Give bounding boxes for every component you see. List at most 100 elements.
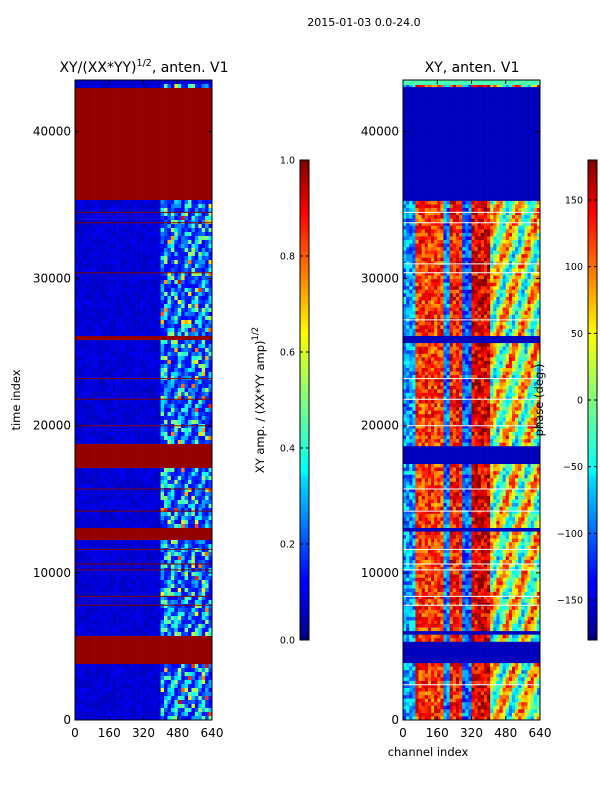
left-heatmap-cell: [102, 496, 107, 501]
left-heatmap-cell: [116, 192, 120, 197]
left-heatmap-cell: [98, 316, 103, 321]
left-heatmap-cell: [116, 500, 120, 505]
left-heatmap-cell: [102, 236, 107, 241]
left-heatmap-cell: [98, 340, 103, 345]
left-heatmap-cell: [133, 532, 137, 537]
left-heatmap-cell: [129, 320, 134, 325]
left-heatmap-cell: [160, 432, 165, 437]
left-heatmap-cell: [112, 268, 117, 273]
left-heatmap-cell: [194, 160, 199, 165]
left-heatmap-cell: [122, 280, 127, 285]
left-heatmap-cell: [167, 168, 172, 173]
left-heatmap-cell: [143, 248, 148, 253]
left-heatmap-cell: [112, 544, 117, 549]
left-heatmap-cell: [170, 232, 175, 237]
left-heatmap-cell: [191, 516, 196, 521]
left-heatmap-cell: [136, 492, 141, 497]
left-heatmap-cell: [116, 536, 120, 541]
left-heatmap-cell: [153, 192, 158, 197]
left-heatmap-cell: [191, 476, 196, 481]
left-heatmap-cell: [81, 160, 86, 165]
left-heatmap-cell: [119, 100, 124, 105]
left-heatmap-cell: [88, 144, 93, 149]
left-heatmap-cell: [122, 548, 127, 553]
left-heatmap-cell: [191, 136, 196, 141]
left-heatmap-cell: [153, 540, 158, 545]
left-heatmap-cell: [181, 160, 185, 165]
left-heatmap-cell: [188, 232, 192, 237]
left-heatmap-cell: [188, 436, 192, 441]
left-heatmap-cell: [129, 192, 134, 197]
left-heatmap-cell: [157, 256, 161, 261]
left-heatmap-cell: [201, 552, 206, 557]
left-heatmap-cell: [198, 216, 203, 221]
left-heatmap-cell: [177, 224, 182, 229]
left-heatmap-cell: [167, 444, 172, 449]
left-heatmap-cell: [81, 372, 86, 377]
left-heatmap-cell: [191, 572, 196, 577]
left-heatmap-cell: [140, 212, 144, 217]
left-heatmap-cell: [129, 404, 134, 409]
left-heatmap-cell: [167, 300, 172, 305]
left-heatmap-cell: [201, 364, 206, 369]
left-heatmap-cell: [126, 372, 131, 377]
left-heatmap-cell: [170, 132, 175, 137]
left-heatmap-cell: [85, 136, 89, 141]
left-heatmap-cell: [102, 336, 107, 341]
left-heatmap-cell: [181, 552, 185, 557]
left-heatmap-cell: [140, 340, 144, 345]
left-heatmap-cell: [136, 324, 141, 329]
left-heatmap-cell: [92, 156, 96, 161]
left-heatmap-cell: [92, 132, 96, 137]
left-heatmap-cell: [146, 544, 151, 549]
left-heatmap-cell: [116, 340, 120, 345]
left-heatmap-cell: [116, 156, 120, 161]
left-heatmap-cell: [85, 428, 89, 433]
left-heatmap-cell: [112, 404, 117, 409]
left-heatmap-cell: [191, 88, 196, 93]
left-heatmap-cell: [164, 496, 168, 501]
left-heatmap-cell: [129, 472, 134, 477]
left-heatmap-cell: [153, 344, 158, 349]
left-heatmap-cell: [167, 520, 172, 525]
left-heatmap-cell: [201, 492, 206, 497]
left-heatmap-cell: [105, 308, 110, 313]
left-heatmap-cell: [150, 184, 155, 189]
left-heatmap-cell: [112, 296, 117, 301]
left-heatmap-cell: [75, 208, 79, 213]
left-heatmap-cell: [112, 132, 117, 137]
left-heatmap-cell: [198, 420, 203, 425]
left-heatmap-cell: [102, 148, 107, 153]
left-heatmap-cell: [181, 292, 185, 297]
left-heatmap-cell: [153, 164, 158, 169]
left-heatmap-cell: [160, 416, 165, 421]
left-heatmap-cell: [188, 576, 192, 581]
left-heatmap-cell: [160, 148, 165, 153]
left-heatmap-cell: [92, 248, 96, 253]
left-heatmap-cell: [164, 544, 168, 549]
left-heatmap-cell: [143, 136, 148, 141]
left-heatmap-cell: [146, 152, 151, 157]
left-heatmap-cell: [119, 172, 124, 177]
left-heatmap-cell: [85, 224, 89, 229]
left-heatmap-cell: [88, 556, 93, 561]
left-heatmap-cell: [112, 168, 117, 173]
left-heatmap-cell: [181, 284, 185, 289]
left-heatmap-cell: [140, 260, 144, 265]
left-heatmap-cell: [167, 144, 172, 149]
left-heatmap-cell: [136, 384, 141, 389]
left-heatmap-cell: [119, 148, 124, 153]
left-heatmap-cell: [92, 280, 96, 285]
left-heatmap-cell: [164, 540, 168, 545]
left-heatmap-cell: [191, 492, 196, 497]
left-heatmap-cell: [188, 440, 192, 445]
left-heatmap-cell: [198, 416, 203, 421]
left-heatmap-cell: [150, 316, 155, 321]
left-heatmap-cell: [174, 256, 179, 261]
left-heatmap-cell: [129, 252, 134, 257]
left-heatmap-cell: [75, 296, 79, 301]
left-heatmap-cell: [136, 236, 141, 241]
left-heatmap-cell: [122, 468, 127, 473]
left-heatmap-cell: [146, 380, 151, 385]
left-heatmap-cell: [109, 352, 113, 357]
